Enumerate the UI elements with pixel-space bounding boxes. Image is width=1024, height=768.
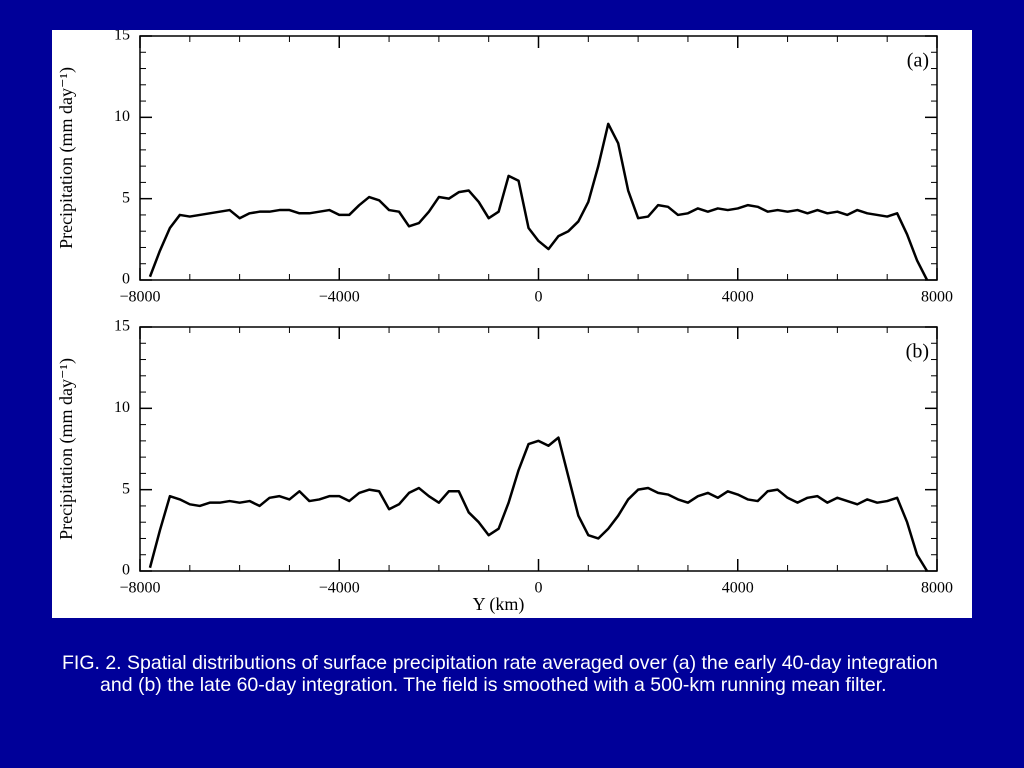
data-line — [148, 122, 929, 281]
caption: FIG. 2. Spatial distributions of surface… — [62, 652, 938, 696]
y-axis-label: Precipitation (mm day⁻¹) — [56, 67, 77, 249]
x-tick-label: −4000 — [319, 580, 360, 597]
y-axis-label: Precipitation (mm day⁻¹) — [56, 358, 77, 540]
x-tick-label: 0 — [535, 580, 543, 597]
y-tick-label: 10 — [114, 108, 130, 125]
x-tick-label: 8000 — [921, 580, 953, 597]
x-tick-label: 8000 — [921, 289, 953, 306]
y-tick-label: 10 — [114, 399, 130, 416]
panel-label: (a) — [907, 50, 929, 72]
y-tick-label: 15 — [114, 30, 130, 44]
figure: −8000 −4000 0 4000 8000 0 5 10 15 Precipitation (… — [52, 30, 972, 618]
figure-background — [52, 30, 972, 618]
data-line — [148, 436, 929, 572]
x-tick-label: −8000 — [119, 580, 160, 597]
y-tick-label: 15 — [114, 318, 130, 335]
x-axis-label: Y (km) — [473, 594, 525, 615]
x-tick-label: 4000 — [722, 289, 754, 306]
y-tick-label: 5 — [122, 480, 130, 497]
y-tick-label: 0 — [122, 562, 130, 579]
y-tick-label: 5 — [122, 189, 130, 206]
x-tick-label: −4000 — [319, 289, 360, 306]
x-tick-label: −8000 — [119, 289, 160, 306]
panel-label: (b) — [906, 341, 929, 363]
x-tick-label: 0 — [535, 289, 543, 306]
y-tick-label: 0 — [122, 271, 130, 288]
x-tick-label: 4000 — [722, 580, 754, 597]
